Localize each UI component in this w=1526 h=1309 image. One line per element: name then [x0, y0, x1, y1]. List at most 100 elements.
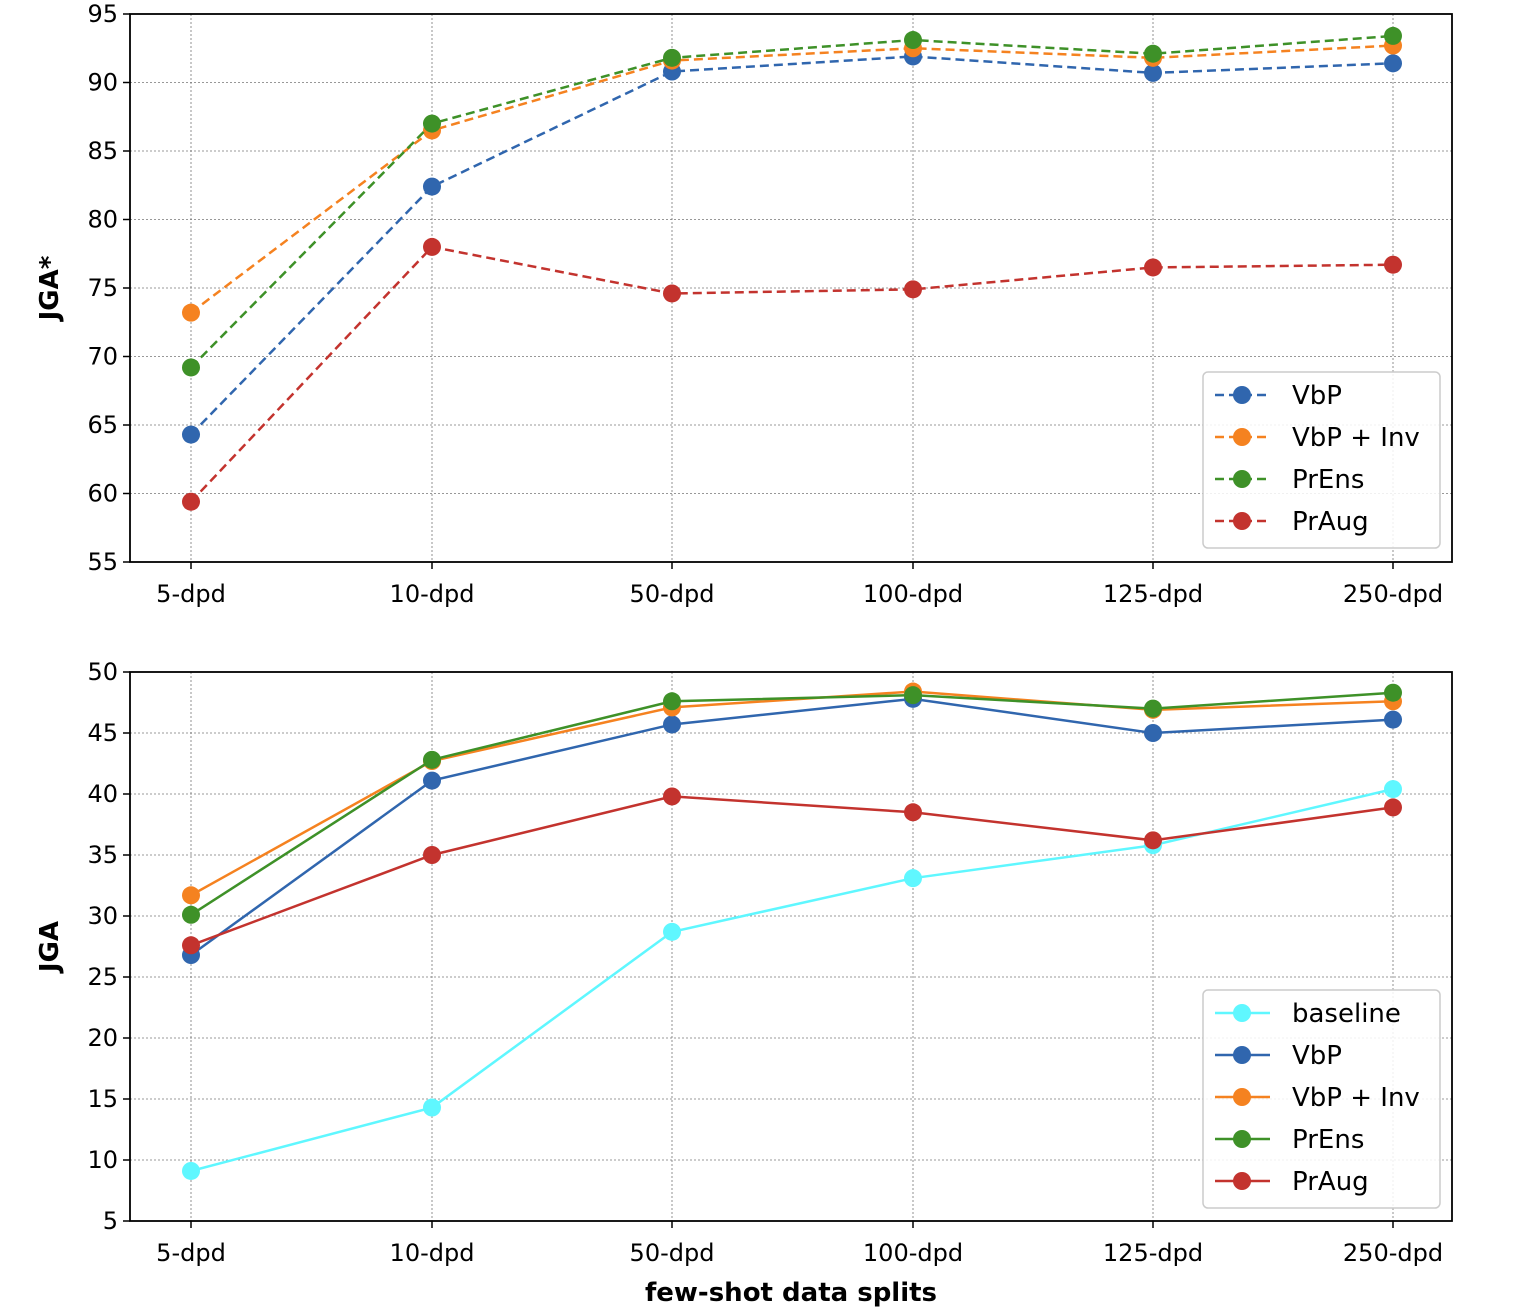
y-tick-label: 45: [87, 719, 118, 747]
legend-box: [1202, 371, 1441, 549]
data-point: [1384, 710, 1402, 729]
legend: VbP VbP + Inv PrEns PrAug: [1202, 371, 1441, 549]
data-point: [1144, 724, 1162, 742]
x-tick-label: 125-dpd: [1103, 1239, 1203, 1267]
x-tick-label: 10-dpd: [390, 1239, 475, 1267]
data-point: [1144, 831, 1162, 850]
x-tick-label: 125-dpd: [1103, 580, 1203, 608]
legend-marker: [1233, 1172, 1251, 1190]
y-tick-label: 85: [87, 137, 118, 165]
x-tick-label: 100-dpd: [863, 1239, 963, 1267]
legend-marker: [1233, 428, 1251, 446]
data-point: [904, 686, 922, 705]
data-point: [1384, 683, 1402, 702]
y-tick-label: 60: [87, 480, 118, 508]
y-tick-label: 25: [87, 963, 118, 991]
y-tick-label: 65: [87, 411, 118, 439]
data-point: [423, 1098, 441, 1117]
data-point: [1144, 63, 1162, 82]
y-tick-label: 35: [87, 841, 118, 869]
x-tick-label: 5-dpd: [156, 1239, 226, 1267]
y-tick-label: 70: [87, 343, 118, 371]
data-point: [423, 177, 441, 196]
legend-marker: [1233, 512, 1251, 530]
data-point: [182, 492, 200, 511]
data-point: [1144, 258, 1162, 277]
data-point: [423, 750, 441, 769]
legend-marker: [1233, 1046, 1251, 1064]
data-point: [904, 31, 922, 50]
series-line-vbp: [190, 55, 1394, 436]
y-tick-label: 80: [87, 206, 118, 234]
y-tick-label: 40: [87, 780, 118, 808]
data-point: [423, 114, 441, 133]
legend-label: VbP: [1292, 1041, 1342, 1071]
x-tick-label: 250-dpd: [1343, 580, 1443, 608]
y-tick-label: 50: [87, 658, 118, 686]
y-tick-label: 20: [87, 1024, 118, 1052]
x-tick-label: 250-dpd: [1343, 1239, 1443, 1267]
y-tick-label: 55: [87, 548, 118, 576]
data-point: [1144, 44, 1162, 63]
data-point: [182, 886, 200, 905]
data-point: [663, 48, 681, 67]
data-point: [663, 787, 681, 806]
y-tick-label: 15: [87, 1085, 118, 1113]
data-point: [1384, 798, 1402, 817]
plot-frame: [129, 13, 1453, 563]
legend-label: VbP: [1292, 381, 1342, 411]
series-line-praug: [190, 245, 1394, 503]
data-point: [663, 922, 681, 941]
legend-marker: [1233, 470, 1251, 488]
legend: baseline VbP VbP + Inv PrEns PrAug: [1202, 989, 1441, 1209]
x-tick-label: 5-dpd: [156, 580, 226, 608]
data-point: [182, 1161, 200, 1180]
legend-label: PrAug: [1292, 1167, 1369, 1197]
legend-marker: [1233, 1004, 1251, 1022]
y-tick-label: 75: [87, 274, 118, 302]
y-tick-label: 10: [87, 1146, 118, 1174]
data-point: [182, 303, 200, 322]
data-point: [904, 803, 922, 822]
y-tick-label: 95: [87, 0, 118, 28]
y-axis-label: JGA*: [35, 255, 65, 322]
legend-label: PrAug: [1292, 507, 1369, 537]
data-point: [663, 715, 681, 734]
y-tick-label: 30: [87, 902, 118, 930]
legend-label: baseline: [1292, 999, 1401, 1029]
chart-panel-1: 5 10 15 20 25 30 35 40 45 50 5-dpd 10-dpd 50-dpd 100-…: [35, 658, 1453, 1308]
legend-label: VbP + Inv: [1292, 1083, 1420, 1113]
y-tick-label: 5: [103, 1207, 118, 1235]
data-point: [1384, 54, 1402, 73]
y-tick-label: 90: [87, 69, 118, 97]
legend-label: VbP + Inv: [1292, 423, 1420, 453]
x-tick-label: 10-dpd: [390, 580, 475, 608]
data-point: [1384, 780, 1402, 799]
data-point: [663, 284, 681, 303]
data-point: [1384, 26, 1402, 45]
legend-marker: [1233, 1130, 1251, 1148]
data-point: [904, 280, 922, 299]
y-axis-label: JGA: [35, 921, 65, 974]
legend-marker: [1233, 1088, 1251, 1106]
series-line-vbp: [190, 697, 1394, 957]
chart-panel-0: 55 60 65 70 75 80 85 90 95 5-dpd 10-dpd 50-dpd 100-d…: [35, 0, 1453, 608]
data-point: [182, 905, 200, 924]
x-tick-label: 50-dpd: [630, 1239, 715, 1267]
data-point: [904, 869, 922, 888]
data-point: [423, 771, 441, 790]
data-point: [182, 425, 200, 444]
series-line-vbp-inv: [190, 690, 1394, 897]
data-point: [663, 692, 681, 711]
x-axis-label: few-shot data splits: [645, 1278, 937, 1308]
legend-box: [1202, 989, 1441, 1209]
series-line-vbp-inv: [190, 44, 1394, 314]
series-line-praug: [190, 795, 1394, 947]
series-line-prens: [190, 34, 1394, 369]
legend-label: PrEns: [1292, 465, 1364, 495]
x-tick-label: 50-dpd: [630, 580, 715, 608]
plot-frame: [129, 671, 1453, 1222]
data-point: [182, 358, 200, 377]
legend-label: PrEns: [1292, 1125, 1364, 1155]
